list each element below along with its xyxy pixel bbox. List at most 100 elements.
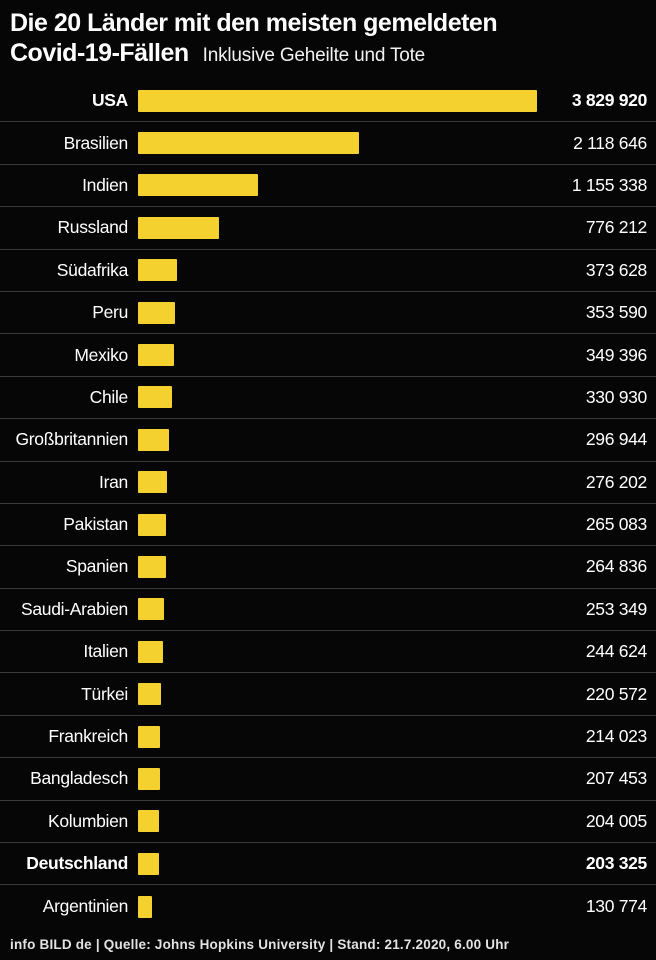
chart-row: Peru 353 590 [0, 292, 656, 335]
bar-area [138, 895, 656, 918]
chart-row: Bangladesch 207 453 [0, 758, 656, 801]
value-bar [138, 895, 152, 918]
value-bar [138, 301, 175, 324]
value-bar [138, 386, 173, 409]
value-bar [138, 683, 161, 706]
bar-area [138, 132, 656, 155]
bar-area [138, 428, 656, 451]
value-bar [138, 852, 160, 875]
country-label: Italien [83, 641, 128, 662]
chart-row: Pakistan 265 083 [0, 504, 656, 547]
country-label: Chile [89, 386, 129, 407]
chart-title-line2: Covid-19-Fällen [10, 39, 189, 67]
chart-header: Die 20 Länder mit den meisten gemeldeten… [0, 0, 656, 80]
country-label: Frankreich [48, 726, 128, 747]
country-label: Großbritannien [15, 429, 128, 450]
bar-area [138, 810, 656, 833]
bar-area [138, 598, 656, 621]
chart-rows: USA 3 829 920 Brasilien 2 118 646 Indien 1 15… [0, 80, 656, 928]
value-label: 214 023 [585, 726, 647, 747]
bar-area [138, 852, 656, 875]
chart-row: Italien 244 624 [0, 631, 656, 674]
bar-area [138, 513, 656, 536]
value-label: 253 349 [585, 598, 647, 619]
value-bar [138, 767, 160, 790]
value-bar [138, 174, 259, 197]
value-label: 207 453 [585, 768, 647, 789]
country-label: Russland [57, 217, 128, 238]
chart-title-line2-wrap: Covid-19-Fällen Inklusive Geheilte und T… [10, 38, 646, 71]
value-bar [138, 725, 161, 748]
chart-row: Russland 776 212 [0, 207, 656, 250]
value-label: 265 083 [585, 514, 647, 535]
chart-row: Iran 276 202 [0, 462, 656, 504]
bar-area [138, 216, 656, 239]
country-label: Argentinien [42, 896, 129, 917]
bar-area [138, 555, 656, 578]
country-label: Indien [82, 174, 128, 195]
country-label: Brasilien [63, 132, 129, 153]
value-bar [138, 640, 164, 663]
value-label: 244 624 [585, 641, 647, 662]
value-label: 776 212 [585, 217, 647, 238]
bar-area [138, 683, 656, 706]
value-label: 264 836 [585, 556, 647, 577]
chart-row: Argentinien 130 774 [0, 885, 656, 927]
chart-row: Großbritannien 296 944 [0, 419, 656, 462]
country-label: Türkei [81, 683, 128, 704]
chart-row: USA 3 829 920 [0, 80, 656, 123]
bar-area [138, 259, 656, 282]
chart-row: Frankreich 214 023 [0, 716, 656, 759]
country-label: Saudi-Arabien [20, 598, 128, 619]
chart-row: Chile 330 930 [0, 377, 656, 420]
bar-area [138, 89, 656, 112]
chart-row: Brasilien 2 118 646 [0, 122, 656, 165]
value-label: 2 118 646 [573, 132, 647, 153]
value-bar [138, 259, 177, 282]
chart-row: Indien 1 155 338 [0, 165, 656, 208]
value-bar [138, 810, 160, 833]
country-label: Peru [92, 302, 128, 323]
bar-area [138, 174, 656, 197]
value-bar [138, 344, 175, 367]
chart-row: Türkei 220 572 [0, 673, 656, 716]
bar-area [138, 386, 656, 409]
value-bar [138, 555, 166, 578]
value-label: 3 829 920 [571, 90, 647, 111]
country-label: Südafrika [56, 259, 129, 280]
chart-row: Mexiko 349 396 [0, 334, 656, 377]
country-label: Mexiko [74, 344, 128, 365]
value-label: 373 628 [585, 259, 647, 280]
bar-area [138, 344, 656, 367]
chart-row: Spanien 264 836 [0, 546, 656, 589]
chart-title-line1: Die 20 Länder mit den meisten gemeldeten [10, 9, 498, 37]
country-label: Kolumbien [48, 810, 128, 831]
value-bar [138, 89, 537, 112]
value-bar [138, 132, 359, 155]
value-label: 349 396 [585, 344, 647, 365]
country-label: Deutschland [26, 853, 128, 874]
value-bar [138, 471, 167, 494]
country-label: Spanien [65, 556, 128, 577]
value-label: 1 155 338 [571, 174, 647, 195]
value-bar [138, 513, 166, 536]
value-bar [138, 216, 219, 239]
chart-subtitle: Inklusive Geheilte und Tote [202, 45, 426, 66]
chart-row: Deutschland 203 325 [0, 843, 656, 886]
value-label: 276 202 [585, 471, 647, 492]
value-bar [138, 428, 169, 451]
value-label: 220 572 [585, 683, 647, 704]
value-label: 330 930 [585, 386, 647, 407]
chart-row: Kolumbien 204 005 [0, 801, 656, 844]
value-label: 203 325 [585, 853, 647, 874]
bar-area [138, 725, 656, 748]
chart-row: Südafrika 373 628 [0, 250, 656, 292]
country-label: Bangladesch [30, 768, 128, 789]
bar-area [138, 471, 656, 494]
bar-area [138, 301, 656, 324]
country-label: Iran [99, 471, 128, 492]
country-label: USA [91, 90, 128, 111]
bar-area [138, 640, 656, 663]
chart-row: Saudi-Arabien 253 349 [0, 589, 656, 632]
value-bar [138, 598, 165, 621]
